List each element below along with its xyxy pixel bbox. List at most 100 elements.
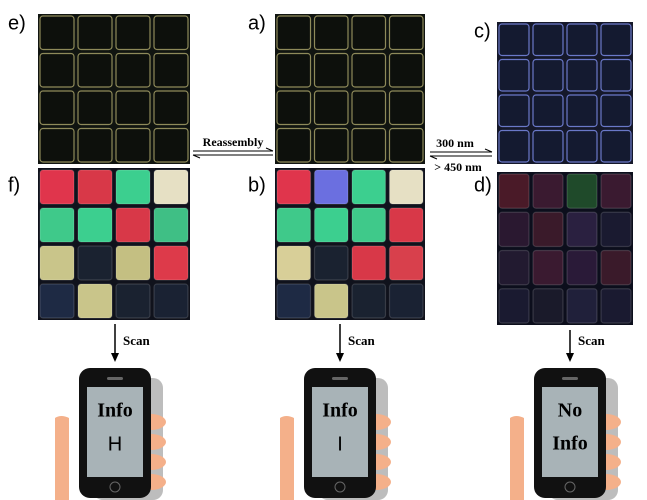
cube <box>567 95 597 127</box>
cube <box>499 174 529 208</box>
screen-text: Info <box>552 433 588 455</box>
cube <box>154 91 188 125</box>
scan-label: Scan <box>123 333 151 348</box>
cube <box>277 54 311 88</box>
cube <box>116 284 150 318</box>
cube <box>352 246 386 280</box>
panel-label: d) <box>474 174 492 196</box>
cube <box>499 60 529 92</box>
panel-label: a) <box>248 12 266 34</box>
scan-label: Scan <box>578 333 606 348</box>
panel-label: f) <box>8 174 20 196</box>
hand <box>280 416 294 500</box>
cube <box>78 208 112 242</box>
scan-arrow-head <box>566 353 574 362</box>
scan-label: Scan <box>348 333 376 348</box>
cube <box>390 170 424 204</box>
cube <box>567 289 597 323</box>
scan-arrow-head <box>111 353 119 362</box>
cube <box>40 16 74 50</box>
cube <box>533 251 563 285</box>
cube <box>533 60 563 92</box>
cube <box>78 284 112 318</box>
hand <box>510 416 524 500</box>
cube <box>601 60 631 92</box>
cube <box>40 208 74 242</box>
cube <box>352 129 386 163</box>
cube <box>601 212 631 246</box>
cube <box>499 212 529 246</box>
hand <box>55 416 69 500</box>
cube <box>533 174 563 208</box>
cube <box>78 54 112 88</box>
cube <box>567 251 597 285</box>
cube <box>40 170 74 204</box>
cube <box>567 212 597 246</box>
cube <box>352 91 386 125</box>
cube <box>40 129 74 163</box>
cube <box>352 208 386 242</box>
cube <box>499 289 529 323</box>
screen-text: H <box>108 433 122 455</box>
cube <box>390 54 424 88</box>
cube <box>277 208 311 242</box>
cube <box>277 16 311 50</box>
cube <box>352 284 386 318</box>
speaker <box>562 377 578 380</box>
figure: e)a)c)f)b)d)Reassembly300 nm> 450 nmScan… <box>0 0 647 500</box>
cube <box>390 129 424 163</box>
cube <box>390 16 424 50</box>
cube <box>277 246 311 280</box>
cube <box>78 91 112 125</box>
cube <box>315 246 349 280</box>
cube <box>390 284 424 318</box>
cube <box>601 131 631 163</box>
cube <box>78 246 112 280</box>
cube <box>533 95 563 127</box>
cube <box>352 54 386 88</box>
panel-label: c) <box>474 20 491 42</box>
cube <box>315 16 349 50</box>
cube <box>40 246 74 280</box>
cube <box>154 16 188 50</box>
cube <box>499 95 529 127</box>
cube <box>533 212 563 246</box>
cube <box>154 208 188 242</box>
cube <box>154 129 188 163</box>
screen-text: I <box>337 433 343 455</box>
speaker <box>107 377 123 380</box>
cube <box>40 54 74 88</box>
cube <box>78 129 112 163</box>
cube <box>601 174 631 208</box>
cube <box>116 246 150 280</box>
cube <box>315 129 349 163</box>
cube <box>116 208 150 242</box>
cube <box>154 170 188 204</box>
cube <box>601 251 631 285</box>
cube <box>567 131 597 163</box>
cube <box>315 170 349 204</box>
cube <box>390 246 424 280</box>
speaker <box>332 377 348 380</box>
cube <box>352 170 386 204</box>
cube <box>601 24 631 56</box>
scan-arrow-head <box>336 353 344 362</box>
cube <box>116 91 150 125</box>
cube <box>154 284 188 318</box>
cube <box>390 208 424 242</box>
cube <box>154 54 188 88</box>
cube <box>277 129 311 163</box>
cube <box>40 91 74 125</box>
cube <box>277 91 311 125</box>
cube <box>315 284 349 318</box>
screen-text: Info <box>97 400 133 422</box>
cube <box>78 170 112 204</box>
cube <box>277 284 311 318</box>
cube <box>567 24 597 56</box>
screen-text: No <box>558 400 582 422</box>
panel-label: b) <box>248 174 266 196</box>
arrow-label: Reassembly <box>203 135 264 149</box>
cube <box>315 54 349 88</box>
cube <box>78 16 112 50</box>
cube <box>40 284 74 318</box>
